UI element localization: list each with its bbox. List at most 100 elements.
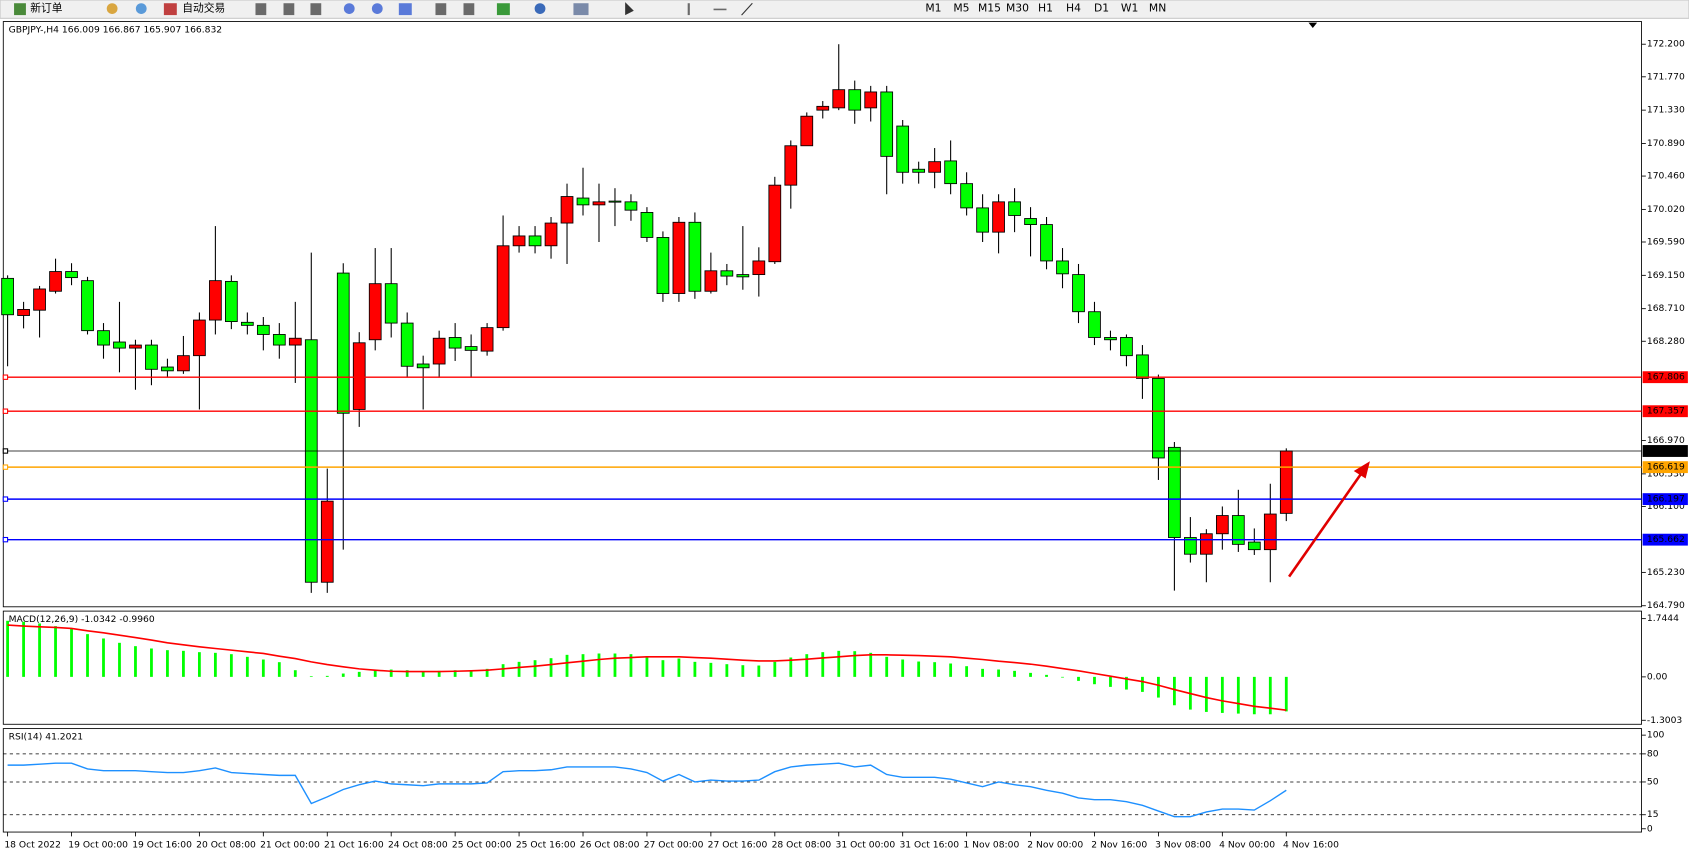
- candle-body: [976, 207, 989, 233]
- macd-bar: [853, 651, 857, 677]
- y-tick-label: 168.280: [1647, 336, 1685, 347]
- toolbar-button[interactable]: 新订单: [30, 2, 63, 15]
- price-label: 166.832: [1647, 445, 1685, 456]
- macd-bar: [1045, 674, 1048, 677]
- candle-body: [161, 366, 174, 372]
- timeframe-button[interactable]: H1: [1038, 2, 1053, 15]
- price-line-handle: [2, 464, 9, 470]
- candle-body: [177, 355, 190, 372]
- macd-bar: [469, 670, 473, 677]
- icon: [398, 3, 412, 16]
- icon: [371, 3, 383, 15]
- macd-bar: [1220, 676, 1224, 713]
- price-label-bg: [1642, 445, 1688, 457]
- y-tick-label: 171.770: [1647, 71, 1685, 82]
- price-label-bg: [1642, 371, 1688, 384]
- macd-bar: [421, 671, 425, 677]
- macd-bar: [86, 634, 89, 677]
- macd-bar: [150, 648, 153, 677]
- candle-body: [560, 196, 574, 224]
- x-tick-label: 31 Oct 16:00: [899, 839, 959, 850]
- icon: [106, 3, 118, 15]
- y-tick-label: 172.200: [1647, 39, 1685, 50]
- macd-bar: [693, 661, 697, 677]
- timeframe-button[interactable]: H4: [1066, 2, 1081, 15]
- macd-bar: [1141, 676, 1144, 692]
- candle-body: [912, 168, 926, 173]
- macd-bar: [789, 657, 793, 677]
- candle-body: [49, 271, 62, 292]
- signal-line: [7, 624, 1287, 711]
- candle-body: [256, 324, 270, 335]
- candle-body: [240, 321, 254, 326]
- y-tick-label: 170.020: [1647, 204, 1685, 215]
- rsi-line: [7, 762, 1287, 818]
- candle-body: [288, 337, 302, 346]
- macd-bar: [1173, 676, 1176, 706]
- timeframe-button[interactable]: W1: [1121, 2, 1139, 15]
- icon: [687, 3, 690, 16]
- x-tick-label: 2 Nov 00:00: [1027, 839, 1083, 850]
- macd-bar: [645, 656, 649, 677]
- y-tick-label: 165.230: [1647, 567, 1685, 578]
- price-line-handle: [2, 496, 9, 502]
- candle-body: [17, 309, 30, 316]
- timeframe-button[interactable]: M1: [925, 2, 941, 15]
- price-line-handle: [2, 536, 9, 543]
- arrow: [1288, 468, 1366, 578]
- timeframe-button[interactable]: M30: [1006, 2, 1029, 15]
- macd-bar: [869, 652, 873, 677]
- candle-body: [992, 201, 1005, 233]
- macd-bar: [933, 662, 937, 677]
- macd-bar: [757, 665, 761, 677]
- macd-bar: [773, 661, 777, 677]
- x-tick-label: 2 Nov 16:00: [1091, 839, 1147, 850]
- candle-body: [65, 271, 78, 279]
- icon: [343, 3, 355, 15]
- x-tick-label: 24 Oct 08:00: [388, 839, 448, 850]
- y-tick-label: 169.590: [1647, 236, 1685, 247]
- macd-bar: [1093, 676, 1096, 685]
- candle-body: [464, 346, 478, 351]
- price-label-bg: [1642, 405, 1688, 418]
- macd-bar: [1268, 676, 1272, 715]
- icon: [741, 2, 753, 16]
- timeframe-button[interactable]: M5: [953, 2, 969, 15]
- macd-bar: [389, 669, 393, 677]
- macd-frame: [2, 610, 1642, 725]
- macd-bar: [613, 653, 617, 677]
- price-line-handle: [2, 448, 9, 454]
- candle-body: [1184, 537, 1197, 555]
- candle-body: [33, 288, 46, 311]
- candle-body: [432, 337, 446, 365]
- timeframe-button[interactable]: D1: [1094, 2, 1109, 15]
- candle-body: [656, 237, 670, 294]
- macd-bar: [293, 670, 297, 677]
- timeframe-button[interactable]: M15: [978, 2, 1001, 15]
- candle-body: [784, 145, 798, 186]
- macd-bar: [1204, 676, 1208, 712]
- x-tick-label: 21 Oct 00:00: [260, 839, 320, 850]
- candle-body: [400, 322, 414, 367]
- x-tick-label: 4 Nov 16:00: [1283, 839, 1339, 850]
- candle-body: [129, 344, 142, 349]
- macd-bar: [1284, 676, 1288, 712]
- timeframe-button[interactable]: MN: [1149, 2, 1166, 15]
- icon: [135, 3, 147, 15]
- macd-bar: [166, 650, 169, 677]
- candle-body: [640, 212, 654, 238]
- macd-bar: [821, 652, 825, 677]
- toolbar-button[interactable]: 自动交易: [182, 2, 225, 15]
- macd-bar: [1013, 670, 1016, 677]
- x-tick-label: 1 Nov 08:00: [963, 839, 1019, 850]
- macd-bar: [437, 670, 441, 677]
- price-label-bg: [1642, 493, 1688, 506]
- candle-body: [1024, 218, 1037, 225]
- macd-bar: [453, 670, 457, 677]
- macd-bar: [677, 658, 681, 677]
- macd-bar: [981, 668, 984, 677]
- icon: [163, 3, 177, 16]
- toolbar: 新订单 自动交易 M1 M5 M15 M30 H1 H4 D1 W1 MN: [0, 0, 1689, 19]
- x-tick-label: 19 Oct 16:00: [132, 839, 192, 850]
- candle-body: [592, 201, 606, 206]
